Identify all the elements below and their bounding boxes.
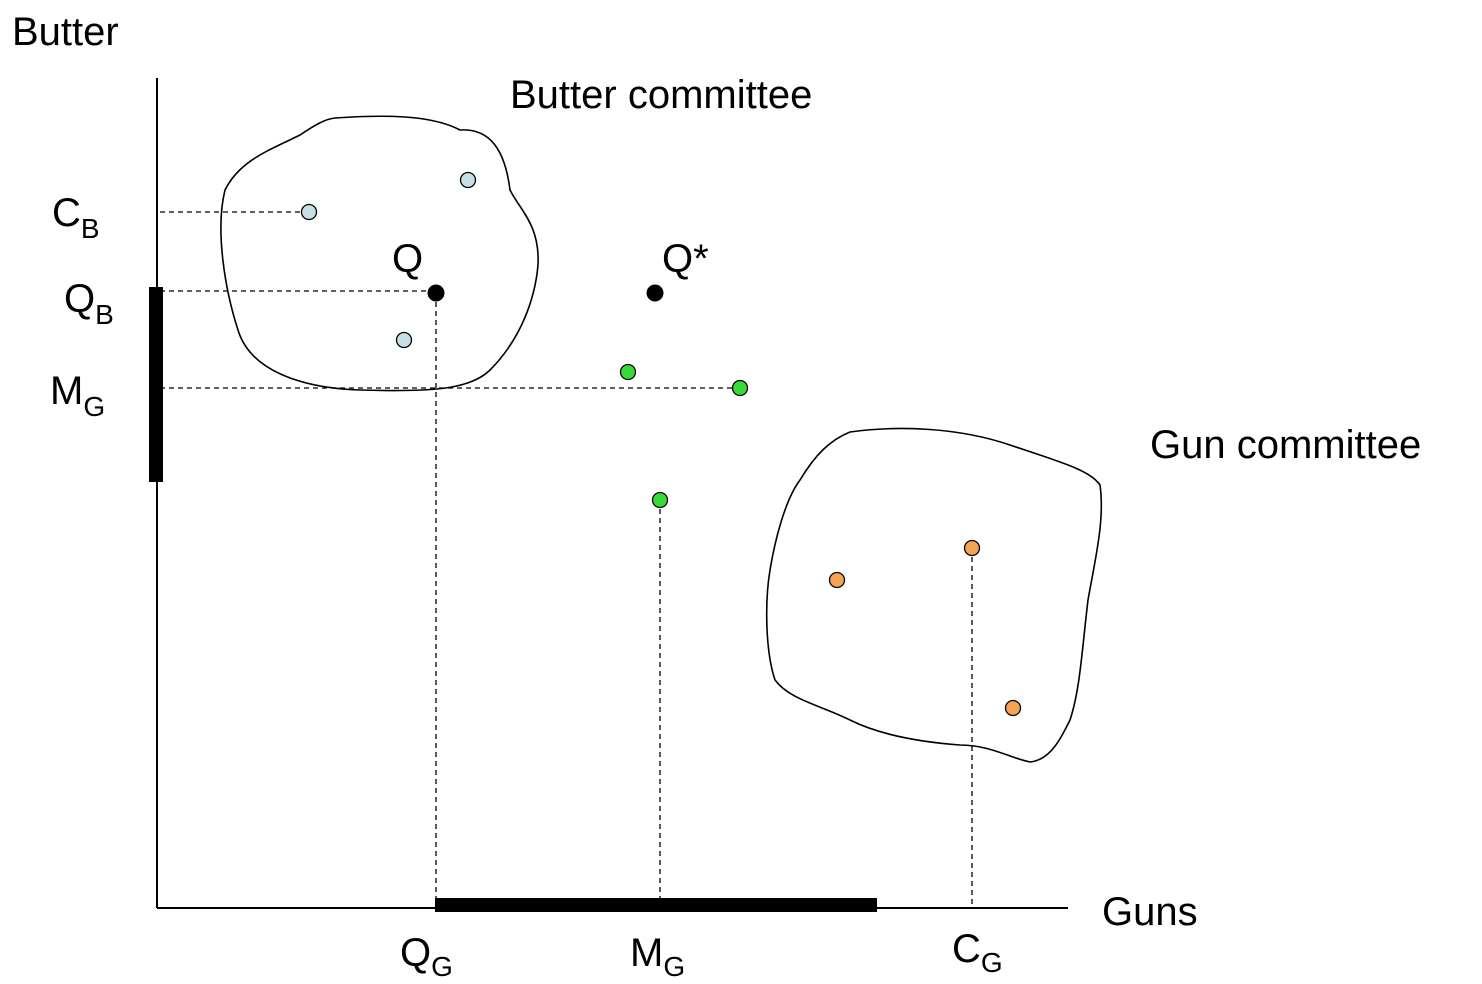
marker-sub: B	[81, 213, 100, 244]
x-axis-label: Guns	[1102, 890, 1198, 934]
marker-main: M	[50, 369, 83, 413]
region-label: Butter committee	[510, 73, 812, 117]
point-q-star	[646, 284, 664, 302]
point-label: Q*	[662, 237, 709, 281]
butter-member	[459, 171, 477, 189]
y-marker: QB	[64, 277, 114, 330]
y-axis-label: Butter	[12, 10, 119, 54]
gun-member	[828, 571, 846, 589]
butter-member	[300, 203, 318, 221]
marker-sub: G	[981, 947, 1003, 978]
marker-main: M	[630, 931, 663, 975]
butter-member	[395, 331, 413, 349]
marker-sub: B	[95, 299, 114, 330]
gun-committee-region	[765, 427, 1103, 763]
marker-main: C	[952, 927, 981, 971]
gun-member	[1004, 699, 1022, 717]
marker-sub: G	[663, 951, 685, 982]
region-label: Gun committee	[1150, 423, 1421, 467]
guns-range-bar	[435, 898, 877, 912]
marker-main: C	[52, 191, 81, 235]
point-label: Q	[392, 237, 423, 281]
gun-member	[963, 539, 981, 557]
y-marker: MG	[50, 369, 105, 422]
floor-member	[731, 379, 749, 397]
x-marker: CG	[952, 927, 1003, 978]
marker-sub: G	[431, 951, 453, 982]
y-marker: CB	[52, 191, 100, 244]
floor-member	[651, 491, 669, 509]
x-marker: MG	[630, 931, 685, 982]
butter-committee-region	[220, 115, 539, 392]
butter-range-bar	[149, 287, 163, 482]
marker-sub: G	[83, 391, 105, 422]
marker-main: Q	[400, 931, 431, 975]
marker-main: Q	[64, 277, 95, 321]
point-q	[427, 284, 445, 302]
floor-member	[619, 363, 637, 381]
x-marker: QG	[400, 931, 453, 982]
